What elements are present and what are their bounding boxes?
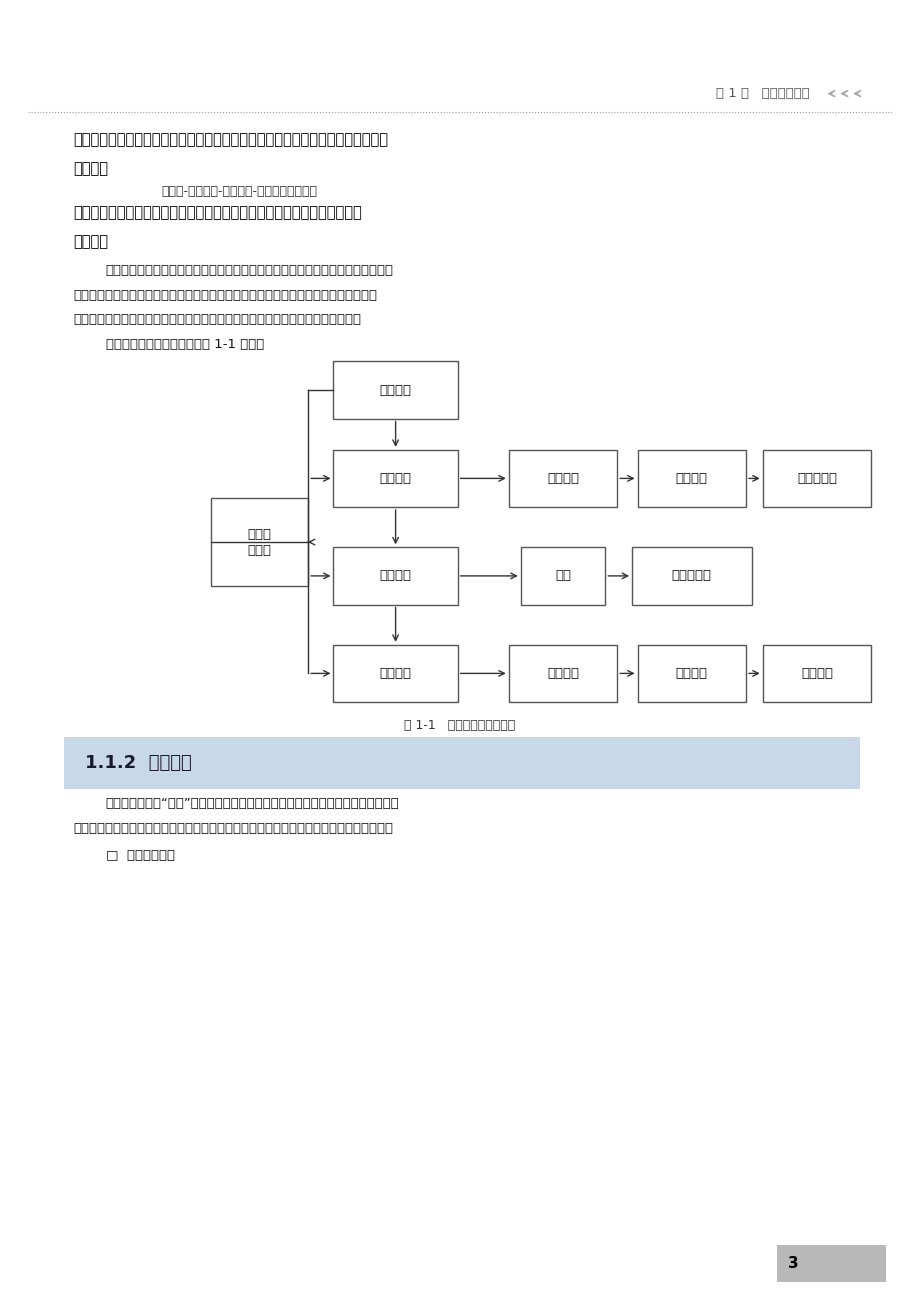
Text: 会计的工作循环示意图，如图 1-1 所示。: 会计的工作循环示意图，如图 1-1 所示。 <box>106 338 264 351</box>
FancyBboxPatch shape <box>333 547 458 604</box>
FancyBboxPatch shape <box>333 361 458 419</box>
Text: 微循环。从这个意义上说，会计工作是重复动作构成的简单工作。但是由于会计工作的: 微循环。从这个意义上说，会计工作是重复动作构成的简单工作。但是由于会计工作的 <box>74 289 377 302</box>
FancyBboxPatch shape <box>211 498 307 586</box>
Text: □  总分类科目；: □ 总分类科目； <box>106 849 175 862</box>
FancyBboxPatch shape <box>333 645 458 702</box>
Text: 3: 3 <box>787 1256 798 1271</box>
Text: 每个循环都有严格的操作要求和审核程序，所以会计工作又是非常繁琐而细致的。: 每个循环都有严格的操作要求和审核程序，所以会计工作又是非常繁琐而细致的。 <box>74 313 361 326</box>
FancyBboxPatch shape <box>762 645 870 702</box>
FancyBboxPatch shape <box>508 645 617 702</box>
Text: 会计报表: 会计报表 <box>380 667 411 680</box>
Text: 会计账簿: 会计账簿 <box>380 569 411 582</box>
FancyBboxPatch shape <box>637 450 745 507</box>
Text: 填制凭证: 填制凭证 <box>547 472 578 485</box>
Text: 出具报表: 出具报表 <box>675 667 707 680</box>
Text: 对账和结账: 对账和结账 <box>671 569 711 582</box>
Text: 账务报告: 账务报告 <box>800 667 832 680</box>
Text: 此循环是会计工作的完整循环，每月进行一次，以出报表和财务报告等为循: 此循环是会计工作的完整循环，每月进行一次，以出报表和财务报告等为循 <box>74 205 362 221</box>
Text: 说明：此循环是上一个循环的延续，根据记账凭证记账后，又可以返回原始凭证收: 说明：此循环是上一个循环的延续，根据记账凭证记账后，又可以返回原始凭证收 <box>74 133 388 148</box>
Text: 第 1 章   认识财务报表: 第 1 章 认识财务报表 <box>715 87 809 100</box>
Text: 返回最
初步骤: 返回最 初步骤 <box>247 528 271 556</box>
Text: 性，分成若干个类别，每个类别被命名后，就成为会计科目。会计科目分为如下两个级次。: 性，分成若干个类别，每个类别被命名后，就成为会计科目。会计科目分为如下两个级次。 <box>74 822 393 835</box>
Text: 1.1.2  会计科目: 1.1.2 会计科目 <box>85 754 191 772</box>
FancyBboxPatch shape <box>631 547 751 604</box>
FancyBboxPatch shape <box>520 547 605 604</box>
FancyBboxPatch shape <box>508 450 617 507</box>
Text: 审核凭证: 审核凭证 <box>675 472 707 485</box>
FancyBboxPatch shape <box>762 450 870 507</box>
Text: 集环节。: 集环节。 <box>74 161 108 177</box>
FancyBboxPatch shape <box>64 737 859 789</box>
Text: 环标志。: 环标志。 <box>74 234 108 250</box>
Text: 会计科目，简称“科目”，通俗地说，就是将会计部门要管理的经济要素，按其共通: 会计科目，简称“科目”，通俗地说，就是将会计部门要管理的经济要素，按其共通 <box>106 797 399 810</box>
Text: 整理和装订: 整理和装订 <box>796 472 836 485</box>
Text: 原始凭证: 原始凭证 <box>380 384 411 396</box>
Text: 试算平衡: 试算平衡 <box>547 667 578 680</box>
FancyBboxPatch shape <box>333 450 458 507</box>
Text: 台凭证-记账凭证-会计账簿-会计报表的循环。: 台凭证-记账凭证-会计账簿-会计报表的循环。 <box>161 185 317 198</box>
FancyBboxPatch shape <box>637 645 745 702</box>
Text: 记账凭证: 记账凭证 <box>380 472 411 485</box>
FancyBboxPatch shape <box>777 1245 885 1282</box>
Text: 记账: 记账 <box>554 569 571 582</box>
Text: 图 1-1   会计工作循环示意图: 图 1-1 会计工作循环示意图 <box>404 719 515 732</box>
Text: 不仅如此，会计工作的每个步骤还有相应的工作流程，这些流程同样形成了一个个: 不仅如此，会计工作的每个步骤还有相应的工作流程，这些流程同样形成了一个个 <box>106 264 393 277</box>
